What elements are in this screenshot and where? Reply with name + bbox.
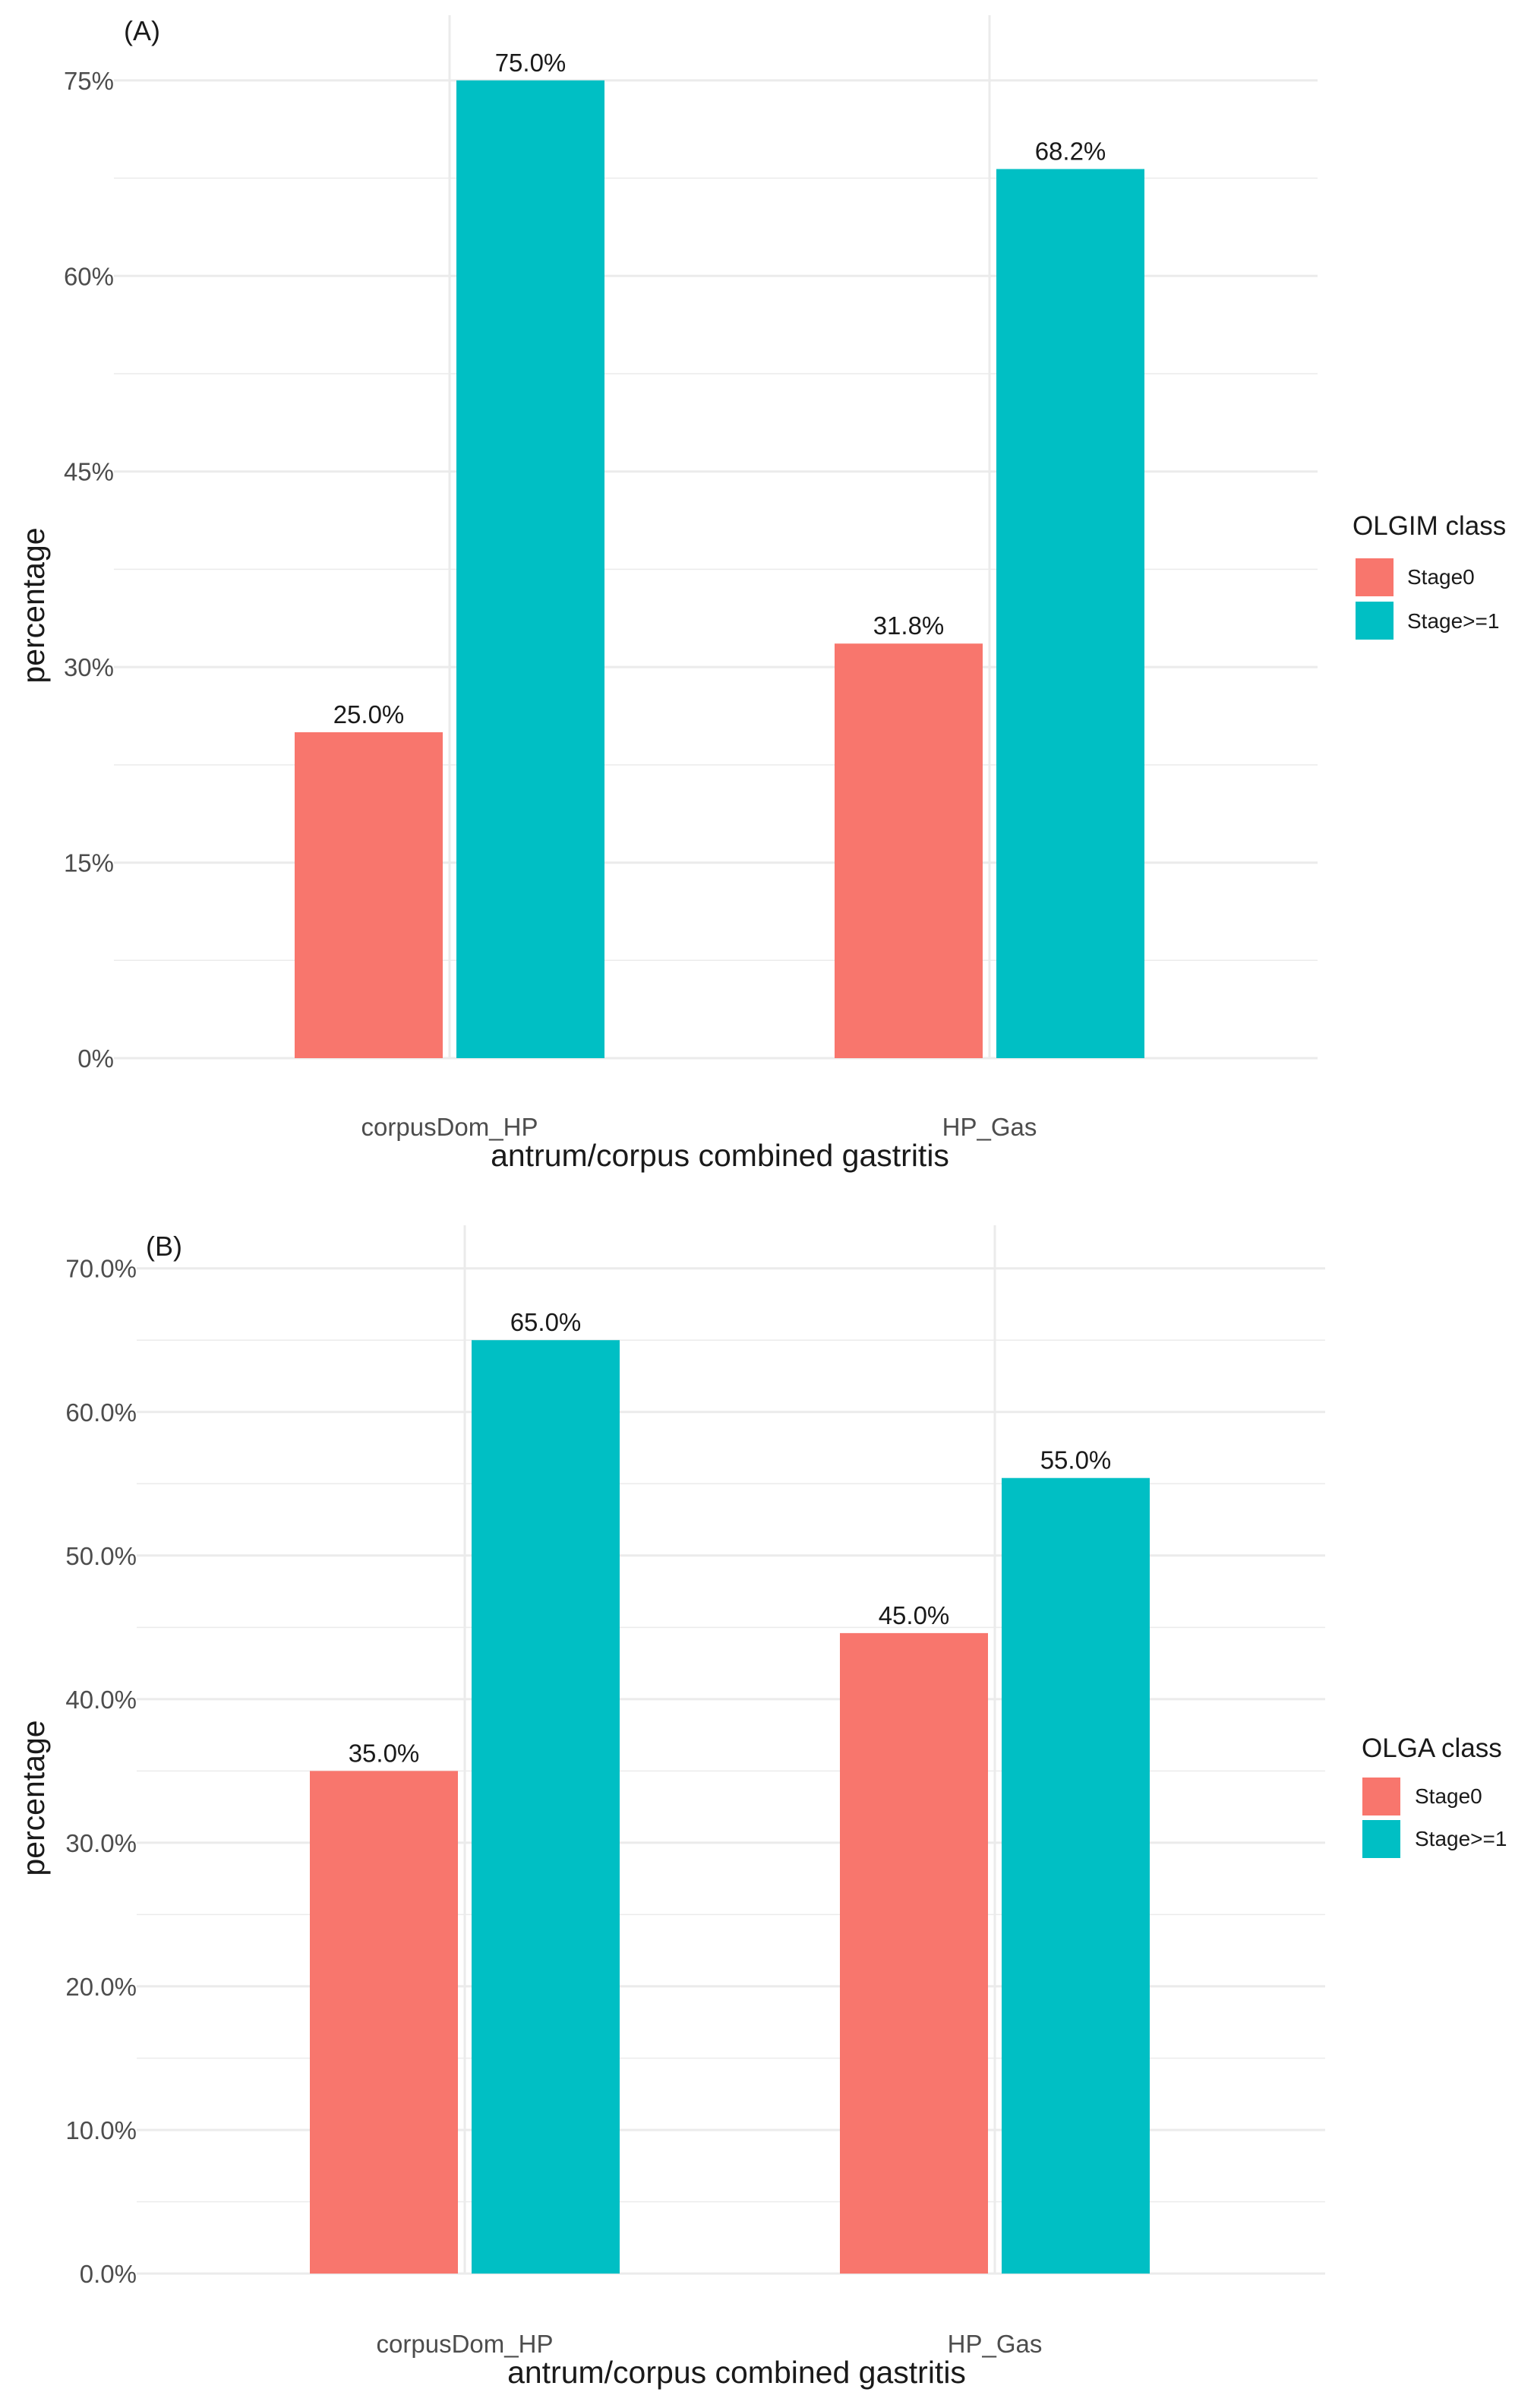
bar-value-label: 68.2% (1035, 137, 1106, 166)
x-tick-label: HP_Gas (942, 1113, 1037, 1141)
y-tick-label: 40.0% (65, 1686, 137, 1714)
bar-stage1-corpusdom-hp (472, 1340, 620, 2274)
panel-a: (A) 25.0% 75.0% 31.8% 68.2% 0% 15% 30% 45% 60% 7… (16, 15, 1506, 1173)
legend-key-stage0 (1356, 558, 1394, 596)
bar-stage1-hp-gas (996, 169, 1144, 1059)
bar-value-label: 75.0% (495, 49, 567, 77)
bar-value-label: 25.0% (333, 700, 405, 728)
legend-key-stage1plus (1356, 602, 1394, 640)
bar-labels: 35.0% 65.0% 45.0% 55.0% (349, 1308, 1112, 1767)
legend: OLGIM class Stage0 Stage>=1 (1353, 511, 1506, 640)
x-tick-labels: corpusDom_HP HP_Gas (377, 2330, 1043, 2358)
y-tick-label: 0.0% (80, 2260, 137, 2288)
legend-label-stage1plus: Stage>=1 (1415, 1827, 1507, 1850)
bar-stage0-hp-gas (840, 1632, 988, 2274)
x-axis-title: antrum/corpus combined gastritis (491, 1138, 949, 1173)
y-tick-label: 70.0% (65, 1255, 137, 1283)
bars (295, 80, 1144, 1059)
y-tick-labels: 0.0% 10.0% 20.0% 30.0% 40.0% 50.0% 60.0% 70.0% (65, 1255, 137, 2288)
panel-b: (B) 35.0% 65.0% 45.0% 55.0% 0.0% 10.0% 20.0% 3… (16, 1225, 1507, 2390)
y-tick-label: 10.0% (65, 2116, 137, 2144)
x-tick-label: HP_Gas (948, 2330, 1043, 2358)
panel-label: (B) (146, 1231, 182, 1262)
legend-label-stage0: Stage0 (1407, 565, 1475, 589)
legend: OLGA class Stage0 Stage>=1 (1362, 1733, 1507, 1858)
y-tick-label: 20.0% (65, 1973, 137, 2001)
bar-value-label: 45.0% (879, 1601, 950, 1629)
y-tick-label: 30.0% (65, 1829, 137, 1857)
x-tick-labels: corpusDom_HP HP_Gas (361, 1113, 1037, 1141)
y-tick-label: 60% (64, 262, 114, 290)
x-tick-label: corpusDom_HP (377, 2330, 554, 2358)
bar-stage0-corpusdom-hp (310, 1771, 458, 2274)
y-tick-label: 15% (64, 849, 114, 877)
bar-stage1-hp-gas (1002, 1477, 1150, 2274)
y-axis-title: percentage (16, 1720, 51, 1876)
y-tick-label: 30% (64, 653, 114, 681)
bar-stage0-hp-gas (835, 643, 983, 1058)
legend-label-stage0: Stage0 (1415, 1784, 1482, 1808)
y-tick-labels: 0% 15% 30% 45% 60% 75% (64, 67, 114, 1073)
legend-title: OLGA class (1362, 1733, 1502, 1763)
y-tick-label: 75% (64, 67, 114, 95)
x-axis-title: antrum/corpus combined gastritis (507, 2355, 966, 2390)
y-tick-label: 0% (77, 1044, 114, 1073)
legend-key-stage1plus (1362, 1820, 1400, 1858)
bar-value-label: 31.8% (873, 611, 945, 640)
y-axis-title: percentage (16, 527, 51, 683)
bar-value-label: 55.0% (1040, 1446, 1112, 1474)
bars (310, 1340, 1150, 2274)
bar-labels: 25.0% 75.0% 31.8% 68.2% (333, 49, 1106, 728)
legend-key-stage0 (1362, 1778, 1400, 1815)
legend-label-stage1plus: Stage>=1 (1407, 609, 1499, 633)
bar-value-label: 35.0% (349, 1739, 420, 1767)
bar-value-label: 65.0% (510, 1308, 582, 1336)
x-tick-label: corpusDom_HP (361, 1113, 538, 1141)
y-tick-label: 60.0% (65, 1398, 137, 1427)
bar-stage1-corpusdom-hp (456, 80, 604, 1058)
y-tick-label: 45% (64, 458, 114, 486)
panel-label: (A) (124, 15, 160, 46)
legend-title: OLGIM class (1353, 511, 1506, 541)
bar-stage0-corpusdom-hp (295, 732, 443, 1058)
y-tick-label: 50.0% (65, 1542, 137, 1570)
